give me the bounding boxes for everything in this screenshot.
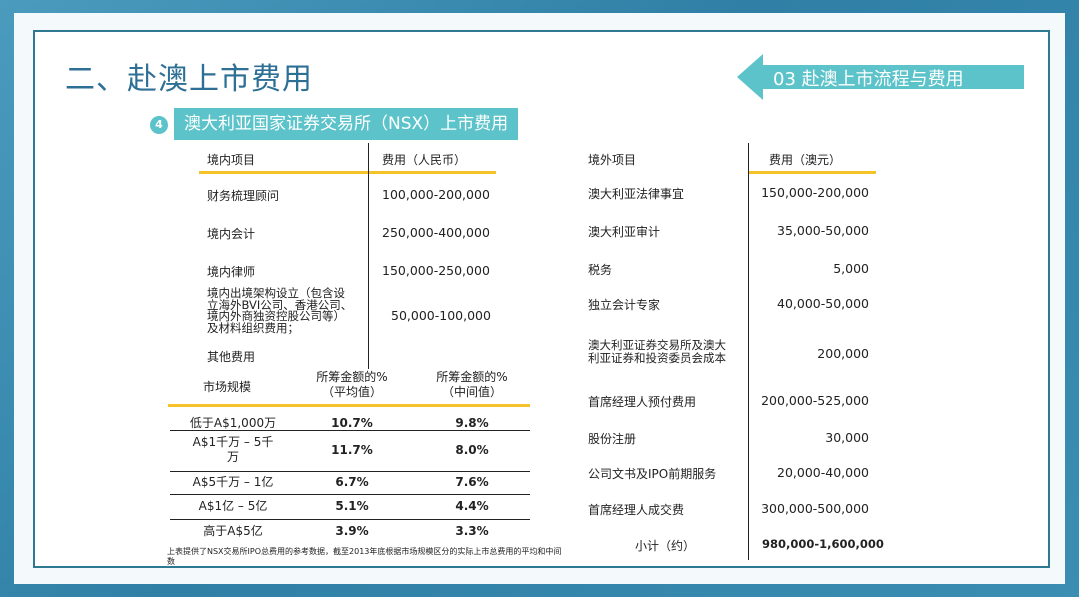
market-row-size: A$1亿 – 5亿: [170, 499, 296, 514]
market-row-avg: 11.7%: [331, 443, 373, 457]
market-header-avg-line: （平均值）: [321, 385, 382, 399]
market-row-mid: 4.4%: [455, 499, 489, 513]
domestic-header-item: 境内项目: [207, 153, 256, 167]
market-header-underline: [168, 404, 530, 407]
overseas-row-item: 独立会计专家: [588, 298, 661, 312]
left-arrow-icon: [737, 54, 1024, 100]
market-row-mid: 7.6%: [455, 475, 489, 489]
overseas-row-item: 首席经理人成交费: [588, 503, 685, 517]
market-header-mid-line: （中间值）: [441, 385, 502, 399]
domestic-header-fee: 费用（人民币）: [382, 153, 467, 167]
domestic-row-item-line: 境内出境架构设立（包含设: [207, 286, 345, 300]
subheading-label: 澳大利亚国家证券交易所（NSX）上市费用: [174, 108, 519, 140]
overseas-header-item: 境外项目: [588, 153, 637, 167]
overseas-row-fee: 40,000-50,000: [777, 296, 869, 311]
market-row-avg: 10.7%: [331, 416, 373, 430]
market-row-avg: 5.1%: [335, 499, 369, 513]
market-row-size-line: A$5千万 – 1亿: [192, 475, 274, 489]
market-header-avg: 所筹金额的% （平均值）: [309, 370, 395, 400]
market-row-size-line: A$1千万 – 5千: [192, 435, 274, 449]
market-row-divider: [170, 494, 530, 495]
overseas-row-fee: 200,000: [817, 346, 869, 361]
overseas-row-item: 税务: [588, 263, 613, 277]
market-row-size: 高于A$5亿: [170, 524, 296, 539]
market-row-size: 低于A$1,000万: [170, 416, 296, 431]
overseas-total-label: 小计（约）: [635, 539, 696, 553]
market-row-size-line: A$1亿 – 5亿: [198, 499, 268, 513]
domestic-row-fee: 50,000-100,000: [391, 308, 491, 323]
domestic-row-item: 境内会计: [207, 227, 256, 241]
market-row-divider: [170, 471, 530, 472]
market-row-size: A$5千万 – 1亿: [170, 475, 296, 490]
page-title: 二、赴澳上市费用: [65, 62, 313, 97]
market-row-mid: 9.8%: [455, 416, 489, 430]
market-row-mid: 3.3%: [455, 524, 489, 538]
subheading-number-badge: 4: [150, 116, 168, 134]
overseas-header-fee: 费用（澳元）: [769, 153, 842, 167]
slide: 二、赴澳上市费用 03 赴澳上市流程与费用 4 澳大利亚国家证券交易所（NSX）…: [33, 30, 1050, 568]
overseas-row-fee: 35,000-50,000: [777, 223, 869, 238]
overseas-row-fee: 150,000-200,000: [761, 185, 869, 200]
table-footnote: 上表提供了NSX交易所IPO总费用的参考数据，截至2013年底根据市场规模区分的…: [167, 547, 562, 566]
section-tag: 03 赴澳上市流程与费用: [737, 54, 1024, 100]
domestic-row-item: 其他费用: [207, 350, 256, 364]
domestic-row-item-line: 境内外商独资控股公司等）: [207, 309, 345, 323]
market-row-size-line: 低于A$1,000万: [189, 416, 277, 430]
overseas-row-item: 澳大利亚法律事宜: [588, 187, 685, 201]
market-row-avg: 3.9%: [335, 524, 369, 538]
market-row-size: A$1千万 – 5千万: [170, 435, 296, 465]
domestic-header-underline: [199, 171, 496, 174]
overseas-row-item: 首席经理人预付费用: [588, 395, 697, 409]
overseas-column-divider: [748, 143, 749, 560]
overseas-row-item: 股份注册: [588, 432, 637, 446]
market-row-divider: [170, 430, 530, 431]
market-row-mid: 8.0%: [455, 443, 489, 457]
domestic-row-item-line: 及材料组织费用；: [207, 320, 299, 335]
overseas-row-item-line: 利亚证券和投资委员会成本: [588, 351, 726, 365]
overseas-row-fee: 5,000: [833, 261, 869, 276]
market-row-size-line: 万: [226, 450, 239, 464]
overseas-row-item: 澳大利亚审计: [588, 225, 661, 239]
domestic-row-item: 境内出境架构设立（包含设 立海外BVI公司、香港公司、 境内外商独资控股公司等） 及材…: [207, 286, 353, 335]
overseas-header-underline: [748, 171, 876, 174]
market-row-size-line: 高于A$5亿: [203, 524, 263, 538]
overseas-row-fee: 30,000: [825, 430, 869, 445]
section-tag-label: 03 赴澳上市流程与费用: [773, 69, 964, 90]
overseas-row-item-line: 澳大利亚证券交易所及澳大: [588, 338, 726, 352]
market-header-size: 市场规模: [203, 380, 252, 394]
market-header-mid-line: 所筹金额的%: [436, 370, 508, 384]
market-row-avg: 6.7%: [335, 475, 369, 489]
domestic-row-fee: 250,000-400,000: [382, 225, 490, 240]
domestic-row-item: 境内律师: [207, 265, 256, 279]
overseas-row-item: 澳大利亚证券交易所及澳大 利亚证券和投资委员会成本: [588, 339, 726, 365]
domestic-row-fee: 150,000-250,000: [382, 263, 490, 278]
overseas-row-item: 公司文书及IPO前期服务: [588, 467, 717, 481]
domestic-column-divider: [368, 143, 369, 369]
overseas-row-fee: 300,000-500,000: [761, 501, 869, 516]
market-header-avg-line: 所筹金额的%: [316, 370, 388, 384]
domestic-row-fee: 100,000-200,000: [382, 187, 490, 202]
market-header-mid: 所筹金额的% （中间值）: [429, 370, 515, 400]
overseas-total-value: 980,000-1,600,000: [762, 537, 884, 551]
overseas-row-fee: 20,000-40,000: [777, 465, 869, 480]
domestic-row-item: 财务梳理顾问: [207, 189, 280, 203]
overseas-row-fee: 200,000-525,000: [761, 393, 869, 408]
market-row-divider: [170, 519, 530, 520]
domestic-row-item-line: 立海外BVI公司、香港公司、: [207, 297, 353, 312]
